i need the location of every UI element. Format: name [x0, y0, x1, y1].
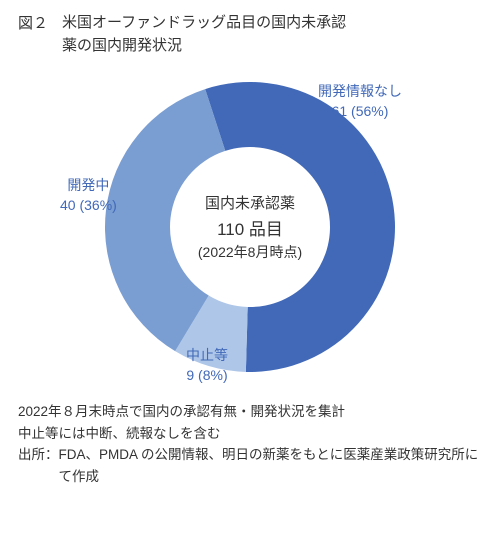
segment-label: 開発中40 (36%) — [60, 175, 117, 216]
footnotes: 2022年８月末時点で国内の承認有無・開発状況を集計 中止等には中断、続報なしを… — [18, 401, 482, 487]
segment-value: 61 (56%) — [318, 101, 402, 121]
segment-name: 開発中 — [60, 175, 117, 195]
figure-heading: 図２ 米国オーファンドラッグ品目の国内未承認 薬の国内開発状況 — [18, 12, 482, 57]
segment-value: 9 (8%) — [186, 365, 228, 385]
segment-label: 中止等9 (8%) — [186, 345, 228, 386]
figure-title-line2: 薬の国内開発状況 — [62, 37, 182, 54]
chart-center-text: 国内未承認薬 110 品目 (2022年8月時点) — [198, 192, 302, 262]
segment-label: 開発情報なし61 (56%) — [318, 81, 402, 122]
segment-name: 中止等 — [186, 345, 228, 365]
figure-label: 図２ — [18, 12, 48, 33]
footnote-line2: 中止等には中断、続報なしを含む — [18, 423, 482, 445]
segment-value: 40 (36%) — [60, 195, 117, 215]
figure-title-line1: 米国オーファンドラッグ品目の国内未承認 — [62, 14, 346, 31]
footnote-source: 出所： FDA、PMDA の公開情報、明日の新薬をもとに医薬産業政策研究所にて作… — [18, 444, 482, 487]
footnote-source-label: 出所： — [18, 444, 59, 487]
center-line1: 国内未承認薬 — [198, 192, 302, 213]
footnote-source-body: FDA、PMDA の公開情報、明日の新薬をもとに医薬産業政策研究所にて作成 — [59, 444, 483, 487]
footnote-line1: 2022年８月末時点で国内の承認有無・開発状況を集計 — [18, 401, 482, 423]
center-line3: (2022年8月時点) — [198, 242, 302, 262]
donut-chart: 国内未承認薬 110 品目 (2022年8月時点) 開発情報なし61 (56%)… — [90, 67, 410, 387]
segment-name: 開発情報なし — [318, 81, 402, 101]
figure-title: 米国オーファンドラッグ品目の国内未承認 薬の国内開発状況 — [62, 12, 346, 57]
center-line2: 110 品目 — [198, 215, 302, 240]
